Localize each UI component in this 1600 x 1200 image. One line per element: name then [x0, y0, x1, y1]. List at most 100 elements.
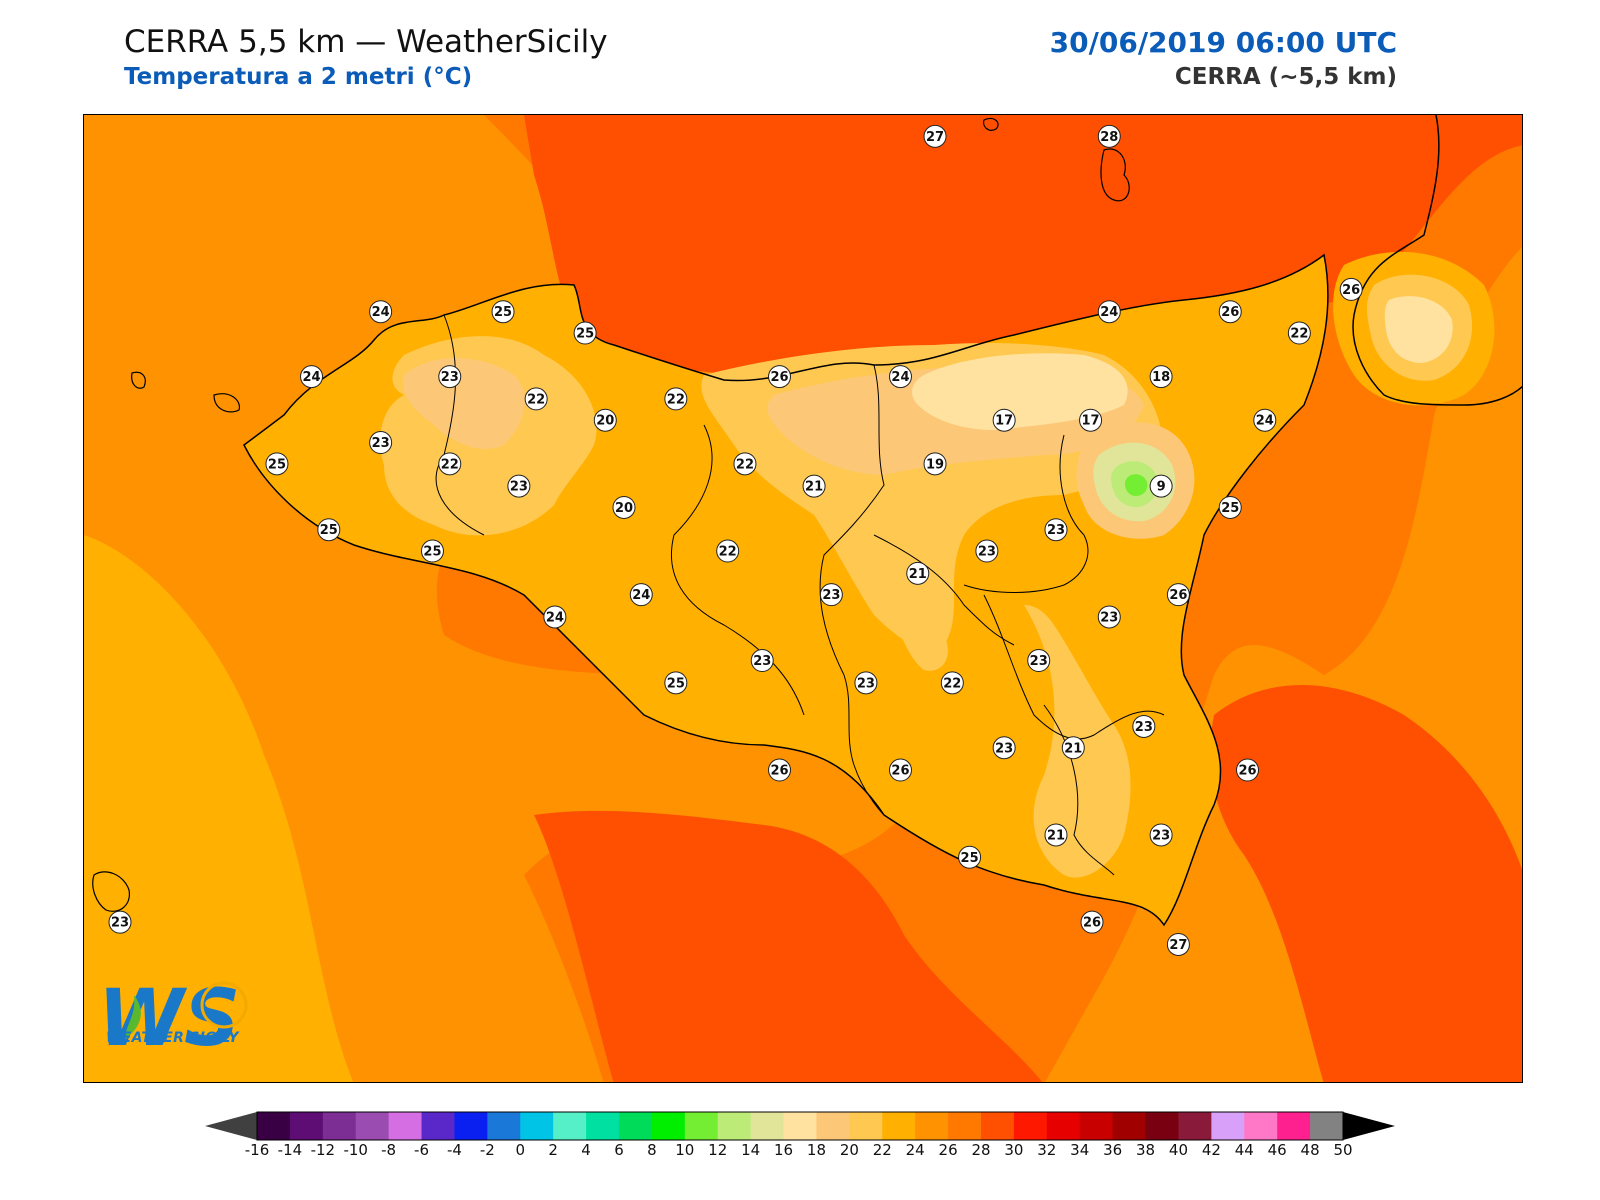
station-value-label: 24: [372, 305, 390, 320]
station-value-label: 21: [1064, 741, 1082, 756]
station-marker-circle: [819, 583, 843, 607]
station-marker-circle: [1149, 823, 1173, 847]
station-value-marker: 23: [992, 736, 1016, 760]
colorbar-tick-label: 28: [971, 1141, 991, 1159]
map-title: CERRA 5,5 km — WeatherSicily: [124, 24, 608, 60]
station-value-label: 21: [909, 567, 927, 582]
station-value-label: 25: [423, 545, 441, 560]
station-value-marker: 23: [1132, 714, 1156, 738]
station-value-label: 22: [736, 457, 754, 472]
station-marker-circle: [1080, 910, 1104, 934]
station-value-label: 23: [995, 741, 1013, 756]
colorbar-segment: [750, 1112, 785, 1140]
station-marker-circle: [992, 736, 1016, 760]
station-value-label: 23: [1030, 654, 1048, 669]
station-marker-circle: [888, 365, 912, 389]
colorbar-segment: [783, 1112, 817, 1140]
colorbar-tick-label: 32: [1037, 1141, 1057, 1159]
station-value-marker: 25: [1218, 495, 1242, 519]
colorbar-segment: [684, 1112, 719, 1140]
station-value-marker: 17: [1079, 408, 1103, 432]
station-value-label: 23: [1152, 828, 1170, 843]
station-marker-circle: [108, 910, 132, 934]
calabria-coastline: [1352, 115, 1522, 406]
colorbar-segment: [849, 1112, 883, 1140]
island: [983, 117, 999, 131]
station-value-marker: 23: [1044, 518, 1068, 542]
colorbar-tick-label: 14: [741, 1141, 761, 1159]
station-marker-circle: [716, 539, 740, 563]
colorbar-tick-label: -12: [310, 1141, 336, 1159]
temperature-map: 27 28 24 25 25 24 23 22 20 22 26 24 24 26 26 22 18 17 17 24…: [83, 114, 1523, 1083]
station-marker-circle: [664, 387, 688, 411]
station-value-marker: 22: [733, 452, 757, 476]
colorbar-segment: [619, 1112, 653, 1140]
station-value-label: 27: [1169, 938, 1187, 953]
station-value-label: 26: [1169, 588, 1187, 603]
station-value-marker: 26: [1218, 300, 1242, 324]
station-value-marker: 20: [593, 408, 617, 432]
valid-datetime: 30/06/2019 06:00 UTC: [1049, 26, 1397, 59]
station-marker-circle: [593, 408, 617, 432]
colorbar-segment: [289, 1112, 324, 1140]
station-value-label: 25: [667, 676, 685, 691]
station-value-marker: 21: [1061, 736, 1085, 760]
station-marker-circle: [1236, 758, 1260, 782]
station-marker-circle: [1253, 408, 1277, 432]
station-marker-circle: [438, 452, 462, 476]
station-value-label: 24: [632, 588, 650, 603]
station-marker-circle: [507, 474, 531, 498]
station-marker-circle: [438, 365, 462, 389]
colorbar-tick-label: 26: [938, 1141, 958, 1159]
colorbar-tick-label: -2: [479, 1141, 495, 1159]
station-value-marker: 26: [1339, 277, 1363, 301]
station-marker-circle: [573, 321, 597, 345]
colorbar-segment: [355, 1112, 390, 1140]
station-marker-circle: [750, 649, 774, 673]
station-value-label: 24: [302, 370, 320, 385]
station-value-label: 27: [926, 130, 944, 145]
station-value-marker: 25: [317, 518, 341, 542]
station-value-label: 22: [719, 545, 737, 560]
colorbar-tick-label: 42: [1201, 1141, 1221, 1159]
station-value-marker: 26: [768, 758, 792, 782]
colorbar-tick-label: 50: [1333, 1141, 1353, 1159]
station-marker-circle: [1287, 321, 1311, 345]
station-marker-circle: [1044, 823, 1068, 847]
map-subtitle: Temperatura a 2 metri (°C): [124, 64, 473, 90]
colorbar-segment: [553, 1112, 587, 1140]
colorbar-tick-label: 8: [647, 1141, 657, 1159]
station-value-marker: 23: [507, 474, 531, 498]
station-value-marker: 25: [664, 671, 688, 695]
station-value-label: 25: [1221, 501, 1239, 516]
station-marker-circle: [888, 758, 912, 782]
station-value-label: 20: [596, 414, 614, 429]
station-value-label: 24: [546, 610, 564, 625]
station-marker-circle: [733, 452, 757, 476]
colorbar-segment: [1013, 1112, 1048, 1140]
station-marker-circle: [524, 387, 548, 411]
station-value-marker: 28: [1097, 124, 1121, 148]
station-marker-circle: [923, 124, 947, 148]
station-value-marker: 22: [940, 671, 964, 695]
temperature-colorbar: [205, 1111, 1395, 1141]
station-value-label: 22: [441, 457, 459, 472]
station-value-marker: 23: [438, 365, 462, 389]
station-value-marker: 22: [438, 452, 462, 476]
colorbar-segment: [1178, 1112, 1212, 1140]
colorbar-tick-label: 2: [548, 1141, 558, 1159]
station-value-marker: 26: [1236, 758, 1260, 782]
temperature-field: 27 28 24 25 25 24 23 22 20 22 26 24 24 26 26 22 18 17 17 24…: [84, 115, 1522, 1082]
station-value-marker: 25: [420, 539, 444, 563]
station-value-label: 24: [891, 370, 909, 385]
colorbar-tick-label: 16: [773, 1141, 794, 1159]
station-marker-circle: [1166, 583, 1190, 607]
colorbar-tick-label: 30: [1004, 1141, 1024, 1159]
station-value-label: 23: [1135, 720, 1153, 735]
colorbar-over-arrow: [1343, 1112, 1395, 1140]
station-marker-circle: [1166, 932, 1190, 956]
station-value-label: 26: [770, 370, 788, 385]
station-value-label: 23: [857, 676, 875, 691]
colorbar-tick-label: 34: [1070, 1141, 1090, 1159]
station-value-marker: 23: [750, 649, 774, 673]
